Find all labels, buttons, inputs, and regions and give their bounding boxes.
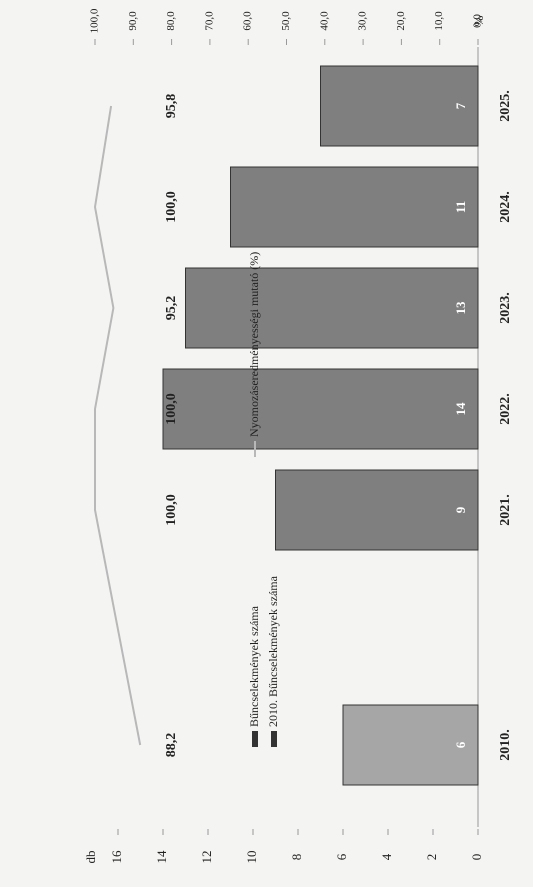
bar-value-label: 6 — [453, 741, 468, 748]
y-tick-label: 8 — [289, 854, 304, 861]
x-tick-label: 2023. — [498, 292, 513, 324]
bar-value-label: 7 — [453, 102, 468, 109]
x-tick-label: 2022. — [498, 393, 513, 425]
legend-label: Bűncselekmények száma — [247, 605, 261, 727]
y2-tick-label: 70,0 — [203, 11, 215, 31]
y2-tick-label: 80,0 — [165, 11, 177, 31]
y2-tick-label: 40,0 — [318, 11, 330, 31]
y-tick-label: 4 — [379, 853, 394, 860]
line-value-label: 100,0 — [164, 393, 179, 425]
line — [93, 105, 142, 746]
legend-swatch — [252, 731, 258, 747]
y2-tick-label: 30,0 — [357, 11, 369, 31]
line-value-label: 95,8 — [164, 94, 179, 119]
rotated-chart: db 0 2 4 6 8 10 12 14 16%0,0 10,0 20,0 30,0 40,0 50,0 6… — [83, 8, 513, 863]
bar — [275, 469, 479, 551]
y-tick-label: 0 — [469, 854, 484, 861]
y2-tick-label: 100,0 — [89, 8, 101, 33]
y-axis-label: db — [83, 851, 98, 864]
legend-swatch — [271, 731, 277, 747]
y2-tick-label: 0,0 — [472, 14, 484, 28]
y2-tick-label: 10,0 — [433, 11, 445, 31]
bar — [185, 267, 479, 349]
x-tick-label: 2024. — [498, 191, 513, 223]
legend-label: 2010. Bűncselekmények száma — [266, 575, 280, 727]
bar — [342, 704, 479, 786]
legend-label: Nyomozáseredményességi mutató (%) — [247, 252, 261, 437]
x-tick-label: 2021. — [498, 494, 513, 526]
bar-value-label: 14 — [453, 402, 468, 416]
y2-tick-label: 60,0 — [242, 11, 254, 31]
line-value-label: 95,2 — [164, 296, 179, 321]
bar-value-label: 13 — [453, 301, 468, 315]
x-tick-label: 2025. — [498, 90, 513, 122]
line-value-label: 100,0 — [164, 494, 179, 526]
y-tick-label: 2 — [424, 854, 439, 861]
bar — [162, 368, 479, 450]
bar — [230, 166, 479, 248]
y-tick-label: 6 — [334, 853, 349, 860]
y-tick-label: 16 — [109, 850, 124, 864]
y-tick-label: 14 — [154, 850, 169, 864]
y2-axis-label: % — [471, 15, 486, 26]
y-tick-label: 12 — [199, 851, 214, 864]
bar-value-label: 9 — [453, 506, 468, 513]
bar-value-label: 11 — [453, 201, 468, 213]
line-value-label: 100,0 — [164, 191, 179, 223]
x-tick-label: 2010. — [498, 729, 513, 761]
line-value-label: 88,2 — [164, 733, 179, 758]
y-tick-label: 10 — [244, 851, 259, 864]
bar — [320, 65, 479, 147]
y2-tick-label: 20,0 — [395, 11, 407, 31]
y2-tick-label: 90,0 — [127, 11, 139, 31]
y2-tick-label: 50,0 — [280, 11, 292, 31]
